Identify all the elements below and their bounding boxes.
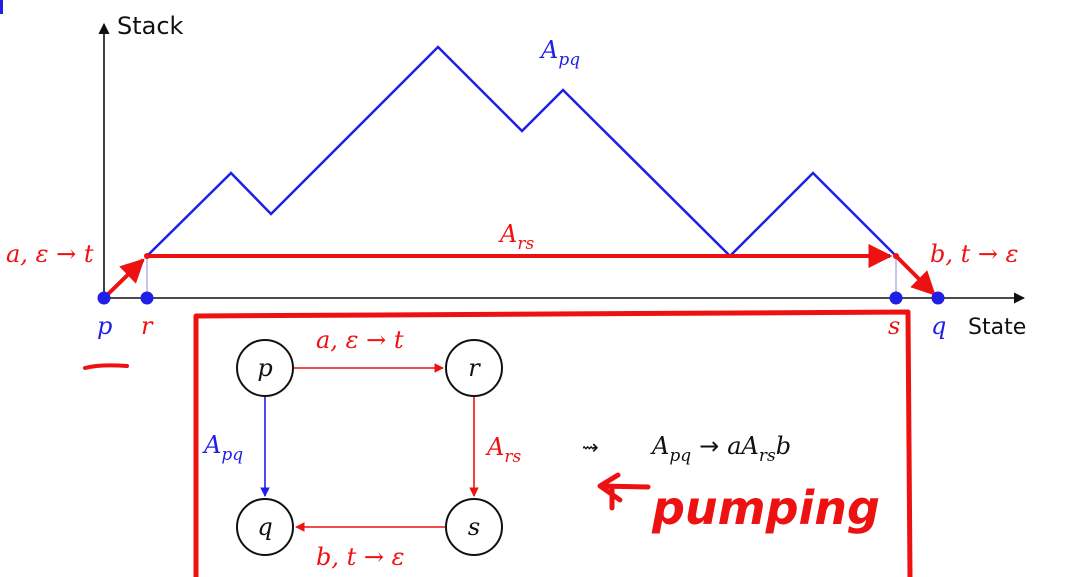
pop-arrow: [894, 254, 936, 296]
red-dot-r: [144, 253, 150, 259]
ars-label: Ars: [498, 220, 534, 254]
hand-box: [193, 309, 913, 577]
y-axis-label: Stack: [117, 12, 184, 40]
point-p: [97, 291, 111, 305]
edge-p-q-label: Apq: [202, 431, 243, 465]
corner-mark: [0, 0, 3, 14]
point-q-label: q: [931, 312, 946, 340]
state-q-label: q: [257, 513, 272, 541]
x-axis-label: State: [968, 315, 1026, 340]
apq-label: Apq: [539, 36, 580, 70]
point-s: [889, 291, 903, 305]
point-r-label: r: [141, 312, 154, 340]
hand-arrow: [597, 472, 651, 511]
point-s-label: s: [888, 312, 900, 340]
push-arrow: [102, 258, 145, 300]
grammar-rule: Apq → aArsb: [650, 432, 791, 466]
hand-underline-p: [83, 363, 129, 370]
push-label: a, ε → t: [6, 240, 94, 268]
point-r: [140, 291, 154, 305]
state-s-label: s: [468, 513, 480, 541]
handwritten-pumping: pumping: [651, 481, 880, 535]
state-p-label: p: [257, 354, 272, 382]
stack-path-apq: [146, 45, 897, 258]
state-s: [445, 498, 503, 556]
state-p: [236, 339, 294, 397]
edge-p-r-label: a, ε → t: [316, 326, 404, 354]
squiggle-arrow: ⇝: [582, 435, 599, 459]
edge-r-s-label: Ars: [485, 433, 521, 467]
state-q: [236, 498, 294, 556]
state-r: [445, 339, 503, 397]
point-q: [931, 291, 945, 305]
red-dot-s: [893, 253, 899, 259]
pop-label: b, t → ε: [930, 240, 1019, 268]
edge-s-q-label: b, t → ε: [316, 543, 405, 571]
point-p-label: p: [97, 312, 112, 340]
state-r-label: r: [468, 354, 481, 382]
